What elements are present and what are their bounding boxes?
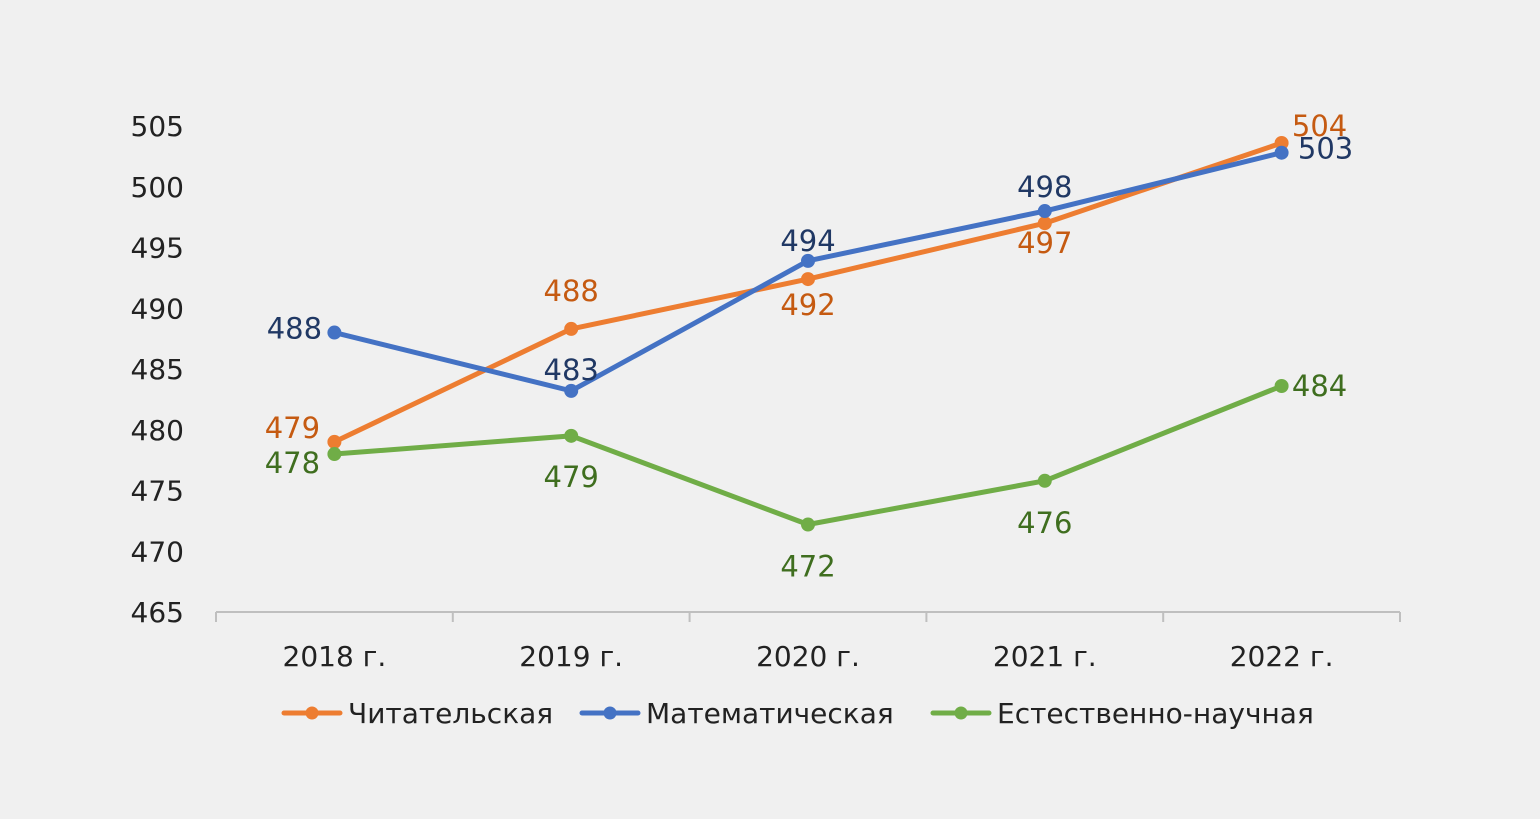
data-label: 492 [780, 288, 835, 322]
data-label: 484 [1292, 369, 1347, 403]
data-label: 503 [1298, 132, 1353, 166]
data-point [801, 517, 815, 532]
data-point [327, 434, 342, 449]
data-point [801, 272, 815, 287]
legend-label: Естественно-научная [997, 697, 1314, 730]
data-point [1274, 379, 1289, 394]
legend-label: Читательская [348, 697, 553, 730]
x-tick-label: 2021 г. [993, 640, 1097, 673]
y-tick-label: 470 [131, 535, 184, 568]
data-point [1274, 145, 1289, 160]
data-point [564, 428, 579, 443]
legend-marker [954, 706, 968, 720]
y-tick-label: 490 [131, 292, 184, 325]
legend: Читательская Математическая Естественно-на… [281, 697, 1314, 730]
data-label: 479 [265, 411, 320, 445]
y-tick-label: 465 [131, 596, 184, 629]
x-tick-label: 2020 г. [756, 640, 860, 673]
data-point [327, 447, 342, 462]
y-tick-label: 495 [131, 232, 184, 265]
data-label: 488 [267, 312, 322, 346]
data-label: 497 [1017, 226, 1072, 260]
y-tick-label: 480 [131, 414, 184, 447]
data-label: 483 [544, 353, 599, 387]
y-tick-label: 485 [131, 353, 184, 386]
y-tick-label: 500 [131, 171, 184, 204]
data-label: 479 [544, 460, 599, 494]
y-tick-label: 505 [131, 110, 184, 143]
data-point [1037, 473, 1052, 488]
data-point [801, 253, 815, 268]
x-tick-label: 2022 г. [1230, 640, 1334, 673]
data-label: 476 [1017, 506, 1072, 540]
data-label: 478 [265, 446, 320, 480]
x-tick-label: 2018 г. [283, 640, 387, 673]
data-label: 494 [780, 224, 835, 258]
x-tick-label: 2019 г. [519, 640, 623, 673]
y-tick-label: 475 [131, 475, 184, 508]
data-label: 504 [1292, 109, 1347, 143]
series-line [331, 150, 1285, 394]
legend-marker [305, 706, 319, 720]
data-point [564, 383, 579, 398]
legend-label: Математическая [646, 697, 894, 730]
data-label: 488 [544, 274, 599, 308]
series-line [331, 383, 1285, 528]
data-label: 472 [780, 550, 835, 584]
data-point [327, 325, 342, 340]
data-point [564, 321, 579, 336]
legend-marker [603, 706, 617, 720]
data-label: 498 [1017, 170, 1072, 204]
data-point [1037, 204, 1052, 219]
series-group [327, 136, 1289, 532]
axes: 465 470 475 480 485 490 495 500 505 2018 г. 2019 г… [131, 110, 1401, 673]
